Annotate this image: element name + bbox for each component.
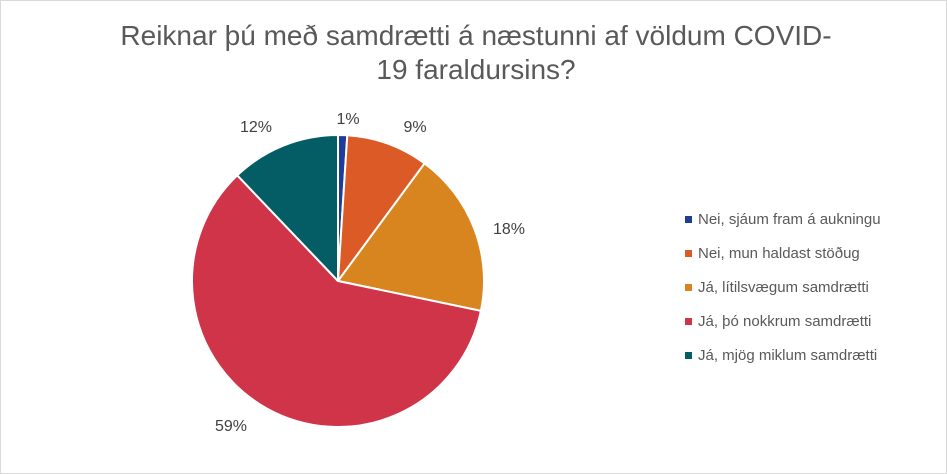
chart-title: Reiknar þú með samdrætti á næstunni af v… [61,19,891,87]
pie-slice [337,162,485,312]
legend-swatch [685,215,692,223]
legend-label: Nei, sjáum fram á aukningu [698,210,881,228]
legend-label: Nei, mun haldast stöðug [698,244,860,262]
data-label: 1% [336,111,359,128]
data-label: 59% [215,418,247,435]
legend-item: Já, mjög miklum samdrætti [685,338,945,372]
legend-swatch [685,283,692,291]
chart-legend: Nei, sjáum fram á aukningu Nei, mun halda… [685,202,945,372]
legend-item: Nei, mun haldast stöðug [685,236,945,270]
legend-label: Já, lítilsvægum samdrætti [698,278,869,296]
legend-swatch [685,249,692,257]
legend-swatch [685,317,692,325]
data-label: 12% [240,119,272,136]
data-label: 18% [493,221,525,238]
chart-title-line-1: Reiknar þú með samdrætti á næstunni af v… [120,20,832,51]
pie-slice [191,174,482,428]
legend-label: Já, þó nokkrum samdrætti [698,312,872,330]
legend-item: Nei, sjáum fram á aukningu [685,202,945,236]
data-label: 9% [403,119,426,136]
pie-slice [236,134,339,282]
legend-item: Já, lítilsvægum samdrætti [685,270,945,304]
chart-title-line-2: 19 faraldursins? [376,54,576,85]
legend-label: Já, mjög miklum samdrætti [698,346,878,364]
legend-item: Já, þó nokkrum samdrætti [685,304,945,338]
legend-swatch [685,351,692,359]
pie-slice [337,134,426,282]
